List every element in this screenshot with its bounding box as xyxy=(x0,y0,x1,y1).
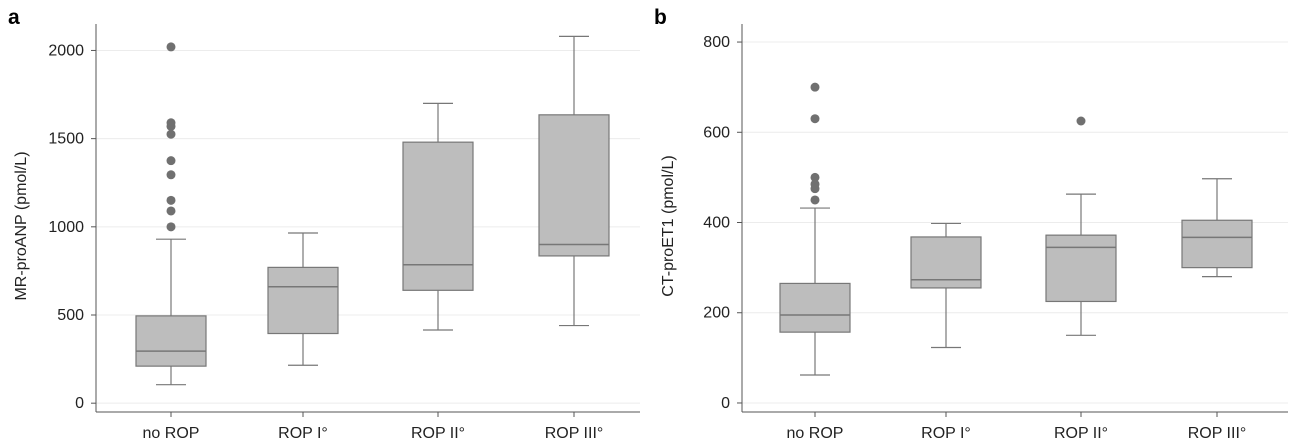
boxplot-chart-a: a MR-proANP (pmol/L) 0 500 1000 1500 2000 no … xyxy=(8,6,640,442)
y-tick-label: 1000 xyxy=(48,219,84,236)
box-group xyxy=(135,42,207,386)
y-tick-label: 500 xyxy=(57,307,84,324)
y-tick-label: 2000 xyxy=(48,42,84,59)
iqr-box xyxy=(1045,234,1117,303)
box-group xyxy=(1181,178,1253,278)
outlier-point xyxy=(810,82,820,92)
outlier-point xyxy=(810,114,820,124)
y-tick-label: 0 xyxy=(75,395,84,412)
outlier-point xyxy=(166,206,176,216)
y-tick-label: 200 xyxy=(703,305,730,322)
y-tick-label: 1500 xyxy=(48,131,84,148)
x-category-label: ROP III° xyxy=(545,425,604,442)
outlier-point xyxy=(166,42,176,52)
outlier-point xyxy=(166,118,176,128)
iqr-box xyxy=(538,114,610,257)
outlier-point xyxy=(810,172,820,182)
outlier-point xyxy=(166,195,176,205)
chart-panel-a: a MR-proANP (pmol/L) 0 500 1000 1500 2000 no … xyxy=(8,6,640,442)
box-group xyxy=(267,232,339,366)
y-tick-label: 800 xyxy=(703,34,730,51)
y-tick-label: 400 xyxy=(703,215,730,232)
x-category-label: ROP I° xyxy=(921,425,971,442)
box-group xyxy=(910,222,982,349)
box-group xyxy=(779,82,851,376)
iqr-box xyxy=(402,141,474,291)
iqr-box xyxy=(135,315,207,367)
outlier-point xyxy=(1076,116,1086,126)
x-category-label: no ROP xyxy=(143,425,200,442)
outlier-point xyxy=(810,195,820,205)
box-group xyxy=(402,102,474,331)
outlier-point xyxy=(810,179,820,189)
plot-area-b: 0 200 400 600 800 no ROP ROP I° ROP II° ROP III° xyxy=(703,24,1288,442)
outlier-point xyxy=(166,170,176,180)
x-category-label: ROP II° xyxy=(1054,425,1108,442)
outlier-point xyxy=(166,129,176,139)
x-category-label: ROP I° xyxy=(278,425,328,442)
y-axis-label-b: CT-proET1 (pmol/L) xyxy=(660,155,677,296)
panel-label-a: a xyxy=(8,6,20,29)
box-group xyxy=(1045,116,1117,336)
boxplot-chart-b: b CT-proET1 (pmol/L) 0 200 400 600 800 no ROP… xyxy=(654,6,1288,442)
x-category-label: no ROP xyxy=(787,425,844,442)
x-category-label: ROP II° xyxy=(411,425,465,442)
iqr-box xyxy=(267,266,339,335)
iqr-box xyxy=(779,282,851,333)
y-tick-label: 0 xyxy=(721,395,730,412)
outlier-point xyxy=(166,222,176,232)
plot-area-a: 0 500 1000 1500 2000 no ROP ROP I° ROP II° ROP I… xyxy=(48,24,640,442)
box-group xyxy=(538,35,610,327)
x-category-label: ROP III° xyxy=(1188,425,1247,442)
panel-label-b: b xyxy=(654,6,667,29)
y-tick-label: 600 xyxy=(703,124,730,141)
outlier-point xyxy=(166,156,176,166)
chart-panel-b: b CT-proET1 (pmol/L) 0 200 400 600 800 no ROP… xyxy=(648,0,1291,444)
y-axis-label-a: MR-proANP (pmol/L) xyxy=(13,151,30,300)
iqr-box xyxy=(1181,219,1253,269)
